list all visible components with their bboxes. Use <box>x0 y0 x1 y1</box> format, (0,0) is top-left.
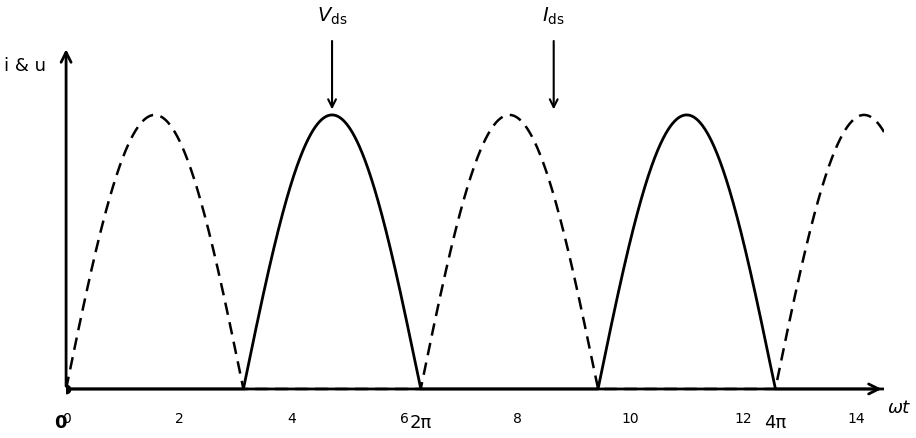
Text: $I_{\rm ds}$: $I_{\rm ds}$ <box>542 6 565 27</box>
Text: 4π: 4π <box>764 413 787 431</box>
Text: 0: 0 <box>54 413 67 431</box>
Text: ωt: ωt <box>888 399 910 417</box>
Text: $V_{\rm ds}$: $V_{\rm ds}$ <box>317 6 347 27</box>
Text: 2π: 2π <box>409 413 431 431</box>
Text: i & u: i & u <box>5 57 47 75</box>
